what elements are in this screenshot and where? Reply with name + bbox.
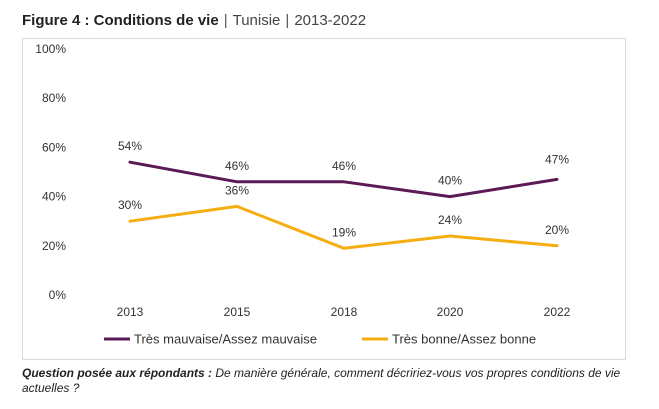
footnote-text: De manière générale, comment décririez-v… (22, 366, 621, 395)
data-label: 46% (332, 159, 356, 173)
data-label: 54% (118, 139, 142, 153)
y-tick-label: 80% (42, 91, 66, 105)
figure-title: Figure 4 : Conditions de vie | Tunisie | 201… (22, 12, 366, 29)
title-separator-1: | (223, 12, 228, 29)
title-separator-2: | (285, 12, 290, 29)
x-tick-label: 2020 (437, 305, 464, 319)
data-label: 30% (118, 198, 142, 212)
data-label: 19% (332, 225, 356, 239)
footnote: Question posée aux répondants : De maniè… (22, 366, 632, 396)
series-line-2 (128, 204, 559, 250)
data-label: 36% (225, 183, 249, 197)
x-tick-label: 2022 (544, 305, 571, 319)
title-period: 2013-2022 (294, 12, 367, 29)
y-tick-label: 100% (35, 42, 66, 56)
chart-frame (22, 38, 626, 360)
y-tick-label: 60% (42, 140, 66, 154)
title-country: Tunisie (232, 12, 281, 29)
data-label: 24% (438, 213, 462, 227)
x-tick-label: 2018 (331, 305, 358, 319)
footnote-label: Question posée aux répondants : (22, 366, 213, 380)
y-tick-label: 40% (42, 190, 66, 204)
series-line-1 (128, 160, 559, 199)
y-tick-label: 0% (49, 288, 67, 302)
legend-label-2: Très bonne/Assez bonne (392, 332, 536, 347)
y-tick-label: 20% (42, 239, 66, 253)
data-label: 46% (225, 159, 249, 173)
x-tick-label: 2013 (117, 305, 144, 319)
x-tick-label: 2015 (224, 305, 251, 319)
figure-title-main: Figure 4 : Conditions de vie (22, 12, 219, 29)
data-label: 47% (545, 152, 569, 166)
data-label: 40% (438, 174, 462, 188)
legend-label-1: Très mauvaise/Assez mauvaise (134, 332, 317, 347)
data-label: 20% (545, 223, 569, 237)
